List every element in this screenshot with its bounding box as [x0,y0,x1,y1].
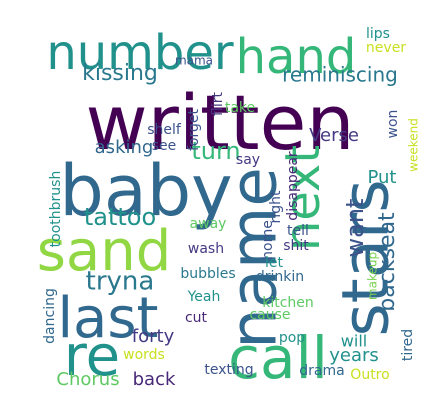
cloud-word: Verse [309,125,359,146]
cloud-word: won [385,110,401,139]
cloud-word: tryna [86,267,155,297]
cloud-word: bubbles [180,266,235,282]
cloud-word: Yeah [187,289,221,305]
cloud-word: will [341,332,367,351]
cloud-word: words [123,347,165,363]
cloud-word: dancing [42,288,58,344]
cloud-word: toothbrush [48,171,64,248]
cloud-word: tattoo [84,203,156,231]
cloud-word: flirt [210,92,226,116]
cloud-word: stars [330,179,404,336]
cloud-word: Put [367,167,396,188]
cloud-word: re [64,324,120,389]
cloud-word: call [228,324,328,392]
cloud-word: home [260,220,276,260]
cloud-word: sand [37,219,172,284]
cloud-word: shelf [147,122,182,138]
cloud-word: back [133,369,176,390]
cloud-word: never [366,40,406,56]
cloud-word: years [329,345,379,366]
cloud-word: name [218,167,292,349]
cloud-word: texting [204,362,253,378]
cloud-word: baby [59,150,232,232]
cloud-word: say [236,152,260,168]
cloud-word: right [268,190,284,223]
cloud-word: drama [299,363,344,379]
cloud-word: lips [366,26,390,42]
cloud-word: let [265,255,284,271]
cloud-word: wash [188,241,224,257]
cloud-word: away [190,216,227,232]
cloud-word: take [225,100,255,116]
cloud-word: kitchen [262,295,314,311]
cloud-word: turn [191,137,240,165]
cloud-word: forty [132,326,175,347]
cloud-word: shit [283,238,309,254]
cloud-word: cut [185,310,208,326]
cloud-word: see [152,138,177,154]
cloud-word: Chorus [56,369,119,390]
cloud-word: last [57,286,158,351]
cloud-word: pop [279,330,305,346]
cloud-word: forget [186,108,202,151]
cloud-word: kissing [82,61,158,86]
cloud-word: written [85,78,354,167]
cloud-word: next [275,145,331,251]
cloud-word: makeup [366,252,380,300]
cloud-word: drinkin [256,269,304,285]
cloud-word: Outro [350,367,389,383]
cloud-word: hand [236,29,357,85]
cloud-word: asking [95,137,154,158]
cloud-word: tell [287,223,309,239]
cloud-word: want [341,199,369,258]
cloud-word: backseat [375,212,400,312]
cloud-word: reminiscing [282,63,398,87]
cloud-word: tired [400,329,416,361]
cloud-word: cause [249,307,290,323]
cloud-word: disappear [285,151,301,221]
cloud-word: weekend [407,118,421,172]
cloud-word: number [46,25,234,81]
cloud-word: mama [175,54,213,68]
